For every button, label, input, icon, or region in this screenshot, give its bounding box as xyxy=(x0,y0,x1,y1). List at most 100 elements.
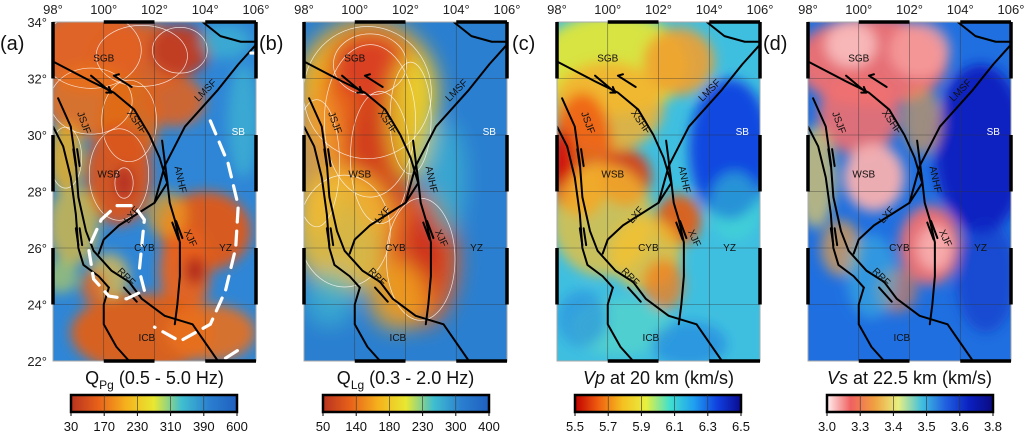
x-tick-label: 102° xyxy=(392,2,419,17)
fault-line xyxy=(601,182,673,255)
fault-line xyxy=(201,22,256,43)
colorbar-tick-label: 3.3 xyxy=(851,419,869,434)
heatmap-cell xyxy=(304,168,396,294)
fault-line xyxy=(452,22,507,43)
colorbar xyxy=(321,393,491,414)
y-tick-label: 28° xyxy=(27,185,47,200)
fault-line xyxy=(304,60,420,185)
region-label: YZ xyxy=(470,243,483,254)
heatmap-cell xyxy=(228,64,256,178)
fault-line xyxy=(353,286,382,361)
fault-line xyxy=(102,286,131,361)
panel-title: Vs at 22.5 km (km/s) xyxy=(827,368,992,388)
dashed-boundary xyxy=(86,204,147,301)
heatmap-cell xyxy=(825,22,877,68)
heatmap xyxy=(557,22,760,361)
dashed-boundary xyxy=(223,345,245,360)
colorbar-tick-label: 140 xyxy=(345,419,367,434)
colorbar-tick-label: 300 xyxy=(445,419,467,434)
y-tick-label: 22° xyxy=(27,354,47,369)
colorbar-tick-label: 600 xyxy=(226,419,248,434)
x-tick-label: 100° xyxy=(90,2,117,17)
region-label: YZ xyxy=(723,243,736,254)
region-label: SB xyxy=(483,127,497,138)
heatmap-cell xyxy=(149,24,211,76)
colorbar-tick-label: 5.5 xyxy=(566,419,584,434)
title-rest: (0.5 - 5.0 Hz) xyxy=(114,368,224,388)
contour-line xyxy=(304,26,432,160)
colorbar-tick-label: 50 xyxy=(316,419,330,434)
heatmap-cell xyxy=(650,321,728,361)
fault-motion-icon xyxy=(374,286,389,303)
title-rest: (0.3 - 2.0 Hz) xyxy=(364,368,474,388)
region-label: SGB xyxy=(93,54,114,65)
heatmap-cell xyxy=(146,191,188,237)
x-tick-label: 100° xyxy=(845,2,872,17)
colorbar-tick-label: 3.4 xyxy=(884,419,902,434)
x-tick-label: 98° xyxy=(798,2,818,17)
region-label: WSB xyxy=(852,169,875,180)
title-subscript: Pg xyxy=(99,378,114,392)
x-tick-label: 106° xyxy=(243,2,270,17)
fault-line xyxy=(153,43,256,204)
fault-line xyxy=(908,43,1011,204)
fault-line xyxy=(53,60,169,185)
sinistral-arrow xyxy=(90,74,113,94)
colorbar-tick-label: 6.3 xyxy=(699,419,717,434)
x-tick-label: 106° xyxy=(494,2,521,17)
region-label: CYB xyxy=(889,243,910,254)
x-tick-label: 104° xyxy=(443,2,470,17)
sinistral-arrow xyxy=(112,73,133,88)
colorbar-tick-label: 5.7 xyxy=(599,419,617,434)
colorbar xyxy=(573,393,743,414)
heatmap-cell xyxy=(164,304,256,361)
heatmap-cell xyxy=(889,22,951,79)
fault-motion-icon xyxy=(878,286,893,303)
fault-motion-icon xyxy=(829,227,839,247)
colorbar-tick-label: 5.9 xyxy=(632,419,650,434)
contour-line xyxy=(101,79,157,162)
fault-motion-icon xyxy=(675,220,688,241)
colorbar-tick-label: 310 xyxy=(160,419,182,434)
fault-motion-icon xyxy=(827,148,836,168)
region-label: SGB xyxy=(344,54,365,65)
fault-motion-icon xyxy=(627,286,642,303)
dashed-boundary xyxy=(152,119,240,344)
title-rest: at 22.5 km (km/s) xyxy=(848,368,992,388)
region-label: ICB xyxy=(390,333,407,344)
x-tick-label: 100° xyxy=(341,2,368,17)
title-rest: at 20 km (km/s) xyxy=(605,368,734,388)
panel-label: (c) xyxy=(512,33,535,55)
heatmap-cell xyxy=(53,259,79,294)
colorbar-tick-label: 3.8 xyxy=(984,419,1002,434)
fault-motion-icon xyxy=(74,227,84,247)
fault-motion-icon xyxy=(171,220,184,241)
panel-title: QLg (0.3 - 2.0 Hz) xyxy=(337,368,474,392)
fault-motion-icon xyxy=(926,220,939,241)
colorbar-tick-label: 400 xyxy=(478,419,500,434)
heatmap-cell xyxy=(200,24,251,59)
region-label: SGB xyxy=(848,54,869,65)
colorbar-tick-label: 170 xyxy=(93,419,115,434)
contour-line xyxy=(53,67,133,135)
sinistral-arrow xyxy=(594,74,617,94)
y-tick-label: 32° xyxy=(27,72,47,87)
y-tick-label: 26° xyxy=(27,241,47,256)
fault-motion-icon xyxy=(123,286,138,303)
contour-line xyxy=(88,128,150,221)
fault-line xyxy=(97,182,169,255)
fault-line xyxy=(705,22,760,43)
region-label: ICB xyxy=(139,333,156,344)
y-tick-label: 34° xyxy=(27,15,47,30)
heatmap-cell xyxy=(557,290,608,347)
x-tick-label: 102° xyxy=(141,2,168,17)
contour-line xyxy=(95,25,188,87)
x-tick-label: 104° xyxy=(696,2,723,17)
fault-line xyxy=(557,60,673,185)
fault-line xyxy=(404,43,507,204)
heatmap-cell xyxy=(955,219,1011,333)
sinistral-arrow xyxy=(616,73,637,88)
